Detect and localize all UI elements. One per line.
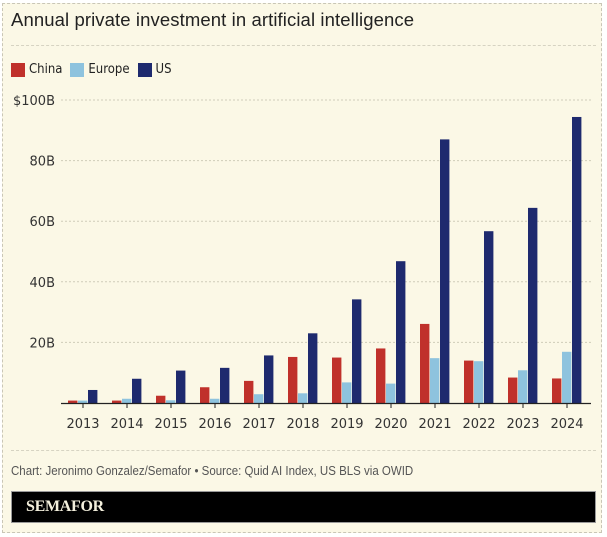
bar-europe-2022 (474, 361, 484, 403)
x-tick-label: 2020 (374, 417, 407, 432)
bar-us-2023 (528, 207, 538, 403)
brand-bar: SEMAFOR (11, 491, 596, 523)
legend-label-europe: Europe (88, 62, 130, 77)
legend-swatch-europe (70, 62, 85, 77)
legend-item-us: US (137, 62, 172, 77)
brand-logo: SEMAFOR (26, 498, 104, 515)
x-axis: 2013 2014 2015 2016 2017 2018 2019 2020 2021 2022… (61, 402, 591, 432)
bar-china-2020 (376, 348, 386, 403)
x-tick-label: 2013 (66, 417, 99, 432)
x-tick-label: 2023 (506, 417, 539, 432)
bar-china-2015 (156, 395, 166, 403)
bar-china-2024 (552, 378, 562, 403)
legend-item-europe: Europe (70, 62, 130, 77)
x-tick-label: 2017 (242, 417, 275, 432)
bar-us-2020 (396, 261, 406, 403)
bar-europe-2024 (562, 351, 572, 403)
legend-swatch-china (11, 62, 25, 77)
y-tick-label: 40B (30, 276, 55, 291)
legend-item-china: China (11, 62, 62, 77)
bar-us-2024 (572, 116, 582, 403)
bar-china-2017 (244, 380, 254, 403)
bar-us-2017 (264, 355, 274, 403)
bar-china-2018 (288, 356, 298, 403)
x-tick-label: 2021 (418, 417, 451, 432)
legend-swatch-us (137, 62, 152, 77)
bar-europe-2019 (342, 382, 352, 403)
x-tick-label: 2015 (154, 417, 187, 432)
y-tick-label: $100B (13, 94, 55, 109)
bar-europe-2018 (298, 393, 308, 403)
bar-china-2023 (508, 377, 518, 403)
bar-us-2019 (352, 299, 362, 403)
bar-us-2013 (88, 389, 98, 403)
bar-us-2016 (220, 367, 230, 403)
bar-china-2016 (200, 387, 210, 403)
y-tick-label: 60B (30, 215, 55, 230)
chart-title: Annual private investment in artificial … (11, 9, 415, 30)
gridlines (61, 99, 591, 343)
bar-europe-2015 (166, 400, 176, 403)
legend: China Europe US (11, 62, 180, 77)
bars (68, 116, 582, 403)
bar-europe-2017 (254, 394, 264, 403)
bar-us-2014 (132, 378, 142, 403)
bar-europe-2020 (386, 383, 396, 403)
bar-china-2014 (112, 400, 122, 403)
source-note: Chart: Jeronimo Gonzalez/Semafor • Sourc… (11, 464, 414, 478)
x-tick-label: 2018 (286, 417, 319, 432)
x-tick-label: 2016 (198, 417, 231, 432)
y-tick-label: 20B (30, 336, 55, 351)
bar-europe-2016 (210, 398, 220, 403)
bar-us-2022 (484, 231, 494, 403)
footer-divider (11, 450, 596, 451)
chart-frame (2, 3, 602, 533)
bar-china-2019 (332, 357, 342, 403)
bar-china-2022 (464, 360, 474, 403)
y-axis-labels: 20B 40B 60B 80B $100B (13, 94, 55, 351)
x-tick-label: 2024 (550, 417, 583, 432)
bar-us-2021 (440, 139, 450, 403)
bar-china-2013 (68, 400, 78, 403)
bar-europe-2013 (78, 400, 88, 403)
bar-europe-2023 (518, 370, 528, 403)
bar-europe-2014 (122, 398, 132, 403)
bar-us-2015 (176, 370, 186, 403)
x-tick-label: 2019 (330, 417, 363, 432)
x-tick-label: 2022 (462, 417, 495, 432)
legend-label-china: China (29, 62, 63, 77)
bar-china-2021 (420, 323, 430, 403)
title-divider (11, 45, 596, 46)
bar-europe-2021 (430, 358, 440, 403)
legend-label-us: US (155, 62, 172, 77)
bar-us-2018 (308, 333, 318, 403)
y-tick-label: 80B (30, 155, 55, 170)
x-tick-label: 2014 (110, 417, 143, 432)
